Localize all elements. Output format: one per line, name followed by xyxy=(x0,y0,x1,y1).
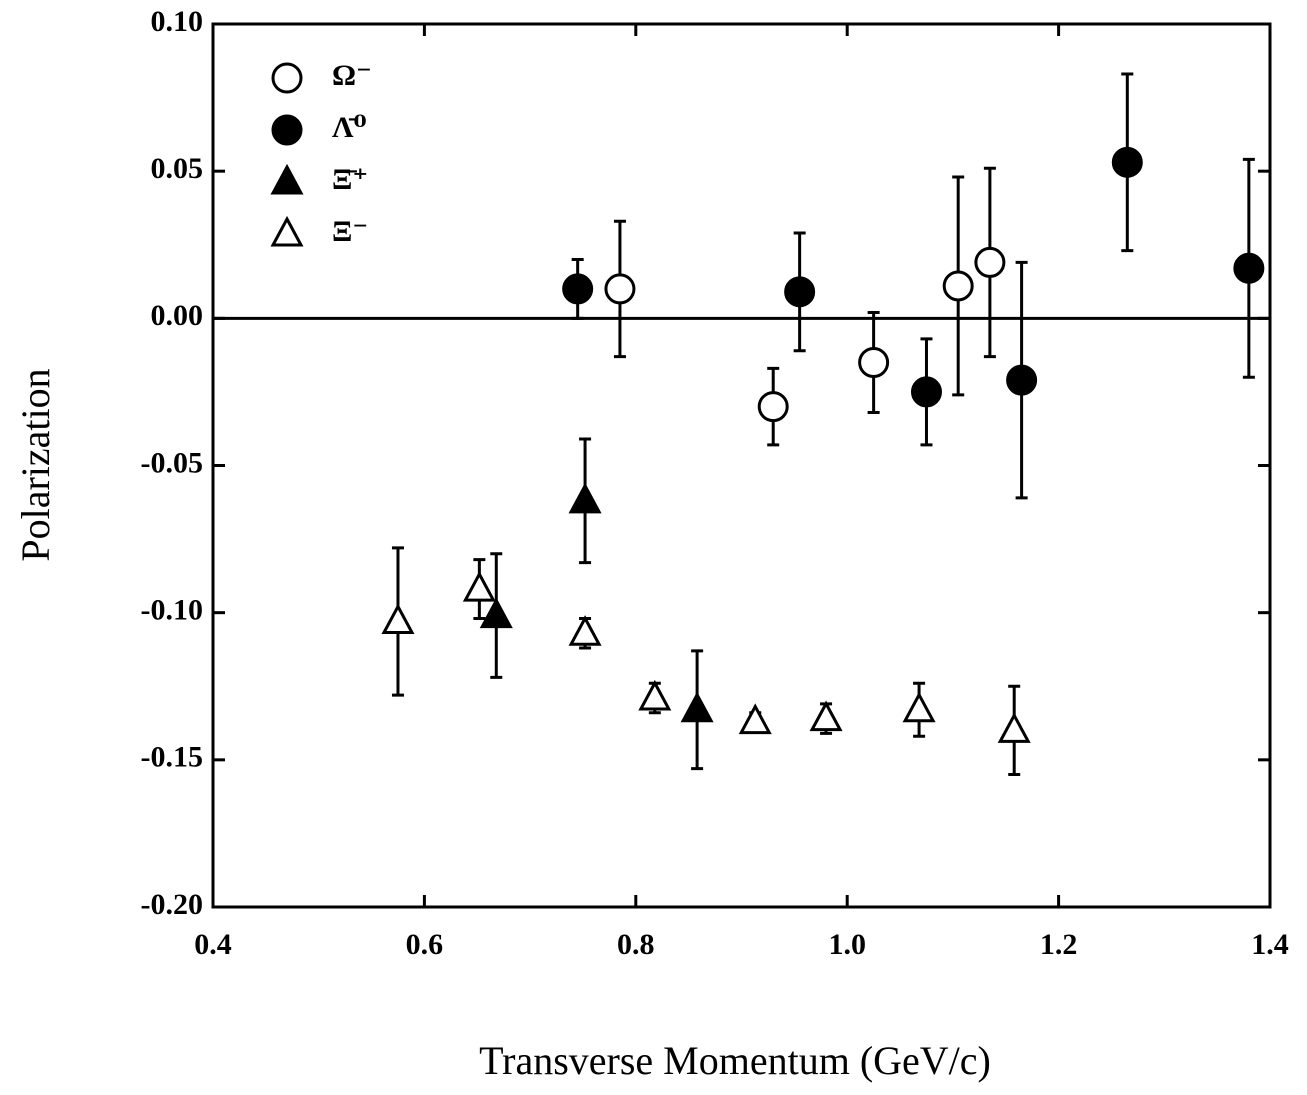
legend-label: Ξ̄⁺ xyxy=(332,163,368,196)
data-point xyxy=(1006,364,1038,396)
x-tick-label: 1.2 xyxy=(1040,928,1078,961)
data-point xyxy=(974,246,1006,278)
data-point xyxy=(942,270,974,302)
y-tick-label: -0.15 xyxy=(141,741,204,774)
y-tick-label: -0.20 xyxy=(141,888,204,921)
data-point xyxy=(997,712,1031,743)
data-point xyxy=(462,570,496,602)
data-point xyxy=(858,346,890,378)
data-point xyxy=(568,615,602,646)
x-tick-label: 0.6 xyxy=(406,928,444,961)
x-tick-label: 0.8 xyxy=(617,928,655,961)
data-point xyxy=(568,482,602,514)
y-tick-label: -0.10 xyxy=(141,594,204,627)
data-point xyxy=(381,603,415,634)
legend-label: Ω⁻ xyxy=(332,59,372,92)
data-point xyxy=(1111,146,1143,178)
data-point xyxy=(638,679,672,711)
data-point xyxy=(902,691,936,723)
data-point xyxy=(738,703,772,735)
data-point xyxy=(680,691,714,723)
y-axis-label: Polarization xyxy=(13,368,58,561)
y-tick-label: 0.00 xyxy=(151,299,204,332)
data-point xyxy=(910,376,942,408)
x-tick-label: 0.4 xyxy=(194,928,232,961)
data-point xyxy=(1233,252,1265,284)
data-point xyxy=(809,700,843,732)
x-tick-label: 1.0 xyxy=(828,928,866,961)
legend-marker xyxy=(271,62,303,94)
legend-marker xyxy=(270,163,304,195)
y-tick-label: 0.10 xyxy=(151,5,204,38)
x-tick-label: 1.4 xyxy=(1251,928,1289,961)
data-point xyxy=(562,273,594,305)
data-point xyxy=(479,597,513,629)
y-tick-label: -0.05 xyxy=(141,446,204,479)
x-axis-label: Transverse Momentum (GeV/c) xyxy=(479,1038,991,1083)
data-point xyxy=(604,273,636,305)
legend-label: Ξ⁻ xyxy=(332,215,368,248)
y-tick-label: 0.05 xyxy=(151,152,204,185)
data-point xyxy=(784,276,816,308)
legend-marker xyxy=(270,215,304,247)
plot-frame xyxy=(211,22,1272,909)
legend-label: Λ̄⁰ xyxy=(332,111,367,144)
legend-marker xyxy=(271,114,303,146)
data-point xyxy=(757,391,789,423)
